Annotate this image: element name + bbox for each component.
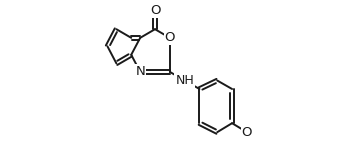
Text: O: O xyxy=(165,31,175,44)
Text: O: O xyxy=(150,4,160,17)
Text: N: N xyxy=(135,65,145,78)
Text: NH: NH xyxy=(175,74,194,87)
Text: O: O xyxy=(242,126,252,139)
